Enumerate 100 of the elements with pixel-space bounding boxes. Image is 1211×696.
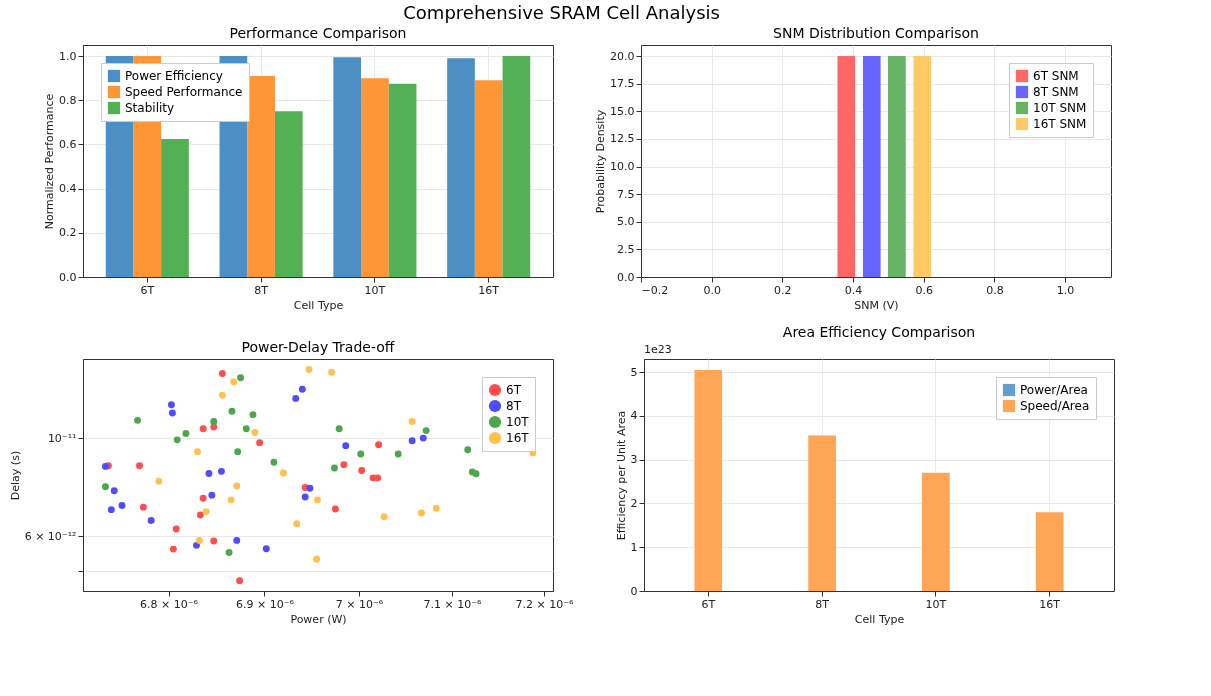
y-tick-label: 0.8 bbox=[59, 93, 77, 107]
y-tick-label: 1.0 bbox=[59, 49, 77, 63]
x-tick-label: 6T bbox=[701, 597, 716, 611]
point bbox=[208, 491, 216, 499]
point bbox=[242, 425, 250, 433]
point bbox=[195, 536, 203, 544]
legend-label: 6T SNM bbox=[1033, 69, 1079, 83]
bar bbox=[502, 56, 531, 277]
point bbox=[139, 503, 147, 511]
bar bbox=[361, 78, 389, 277]
y-tick-label: 12.5 bbox=[610, 132, 635, 146]
chart-title: SNM Distribution Comparison bbox=[773, 25, 979, 41]
y-tick-label: 0.0 bbox=[617, 270, 635, 284]
x-tick-label: 1.0 bbox=[1056, 283, 1075, 297]
point bbox=[331, 505, 339, 513]
y-tick-label: 4 bbox=[630, 409, 638, 423]
point bbox=[218, 391, 226, 399]
legend-label: 8T SNM bbox=[1033, 85, 1079, 99]
point bbox=[210, 418, 218, 426]
y-tick-label: 3 bbox=[630, 453, 638, 467]
bar bbox=[1035, 512, 1064, 591]
point bbox=[305, 365, 313, 373]
bar bbox=[161, 138, 189, 277]
x-tick-label: 7 × 10⁻⁶ bbox=[335, 597, 384, 611]
point bbox=[199, 425, 207, 433]
y-tick-label: 17.5 bbox=[610, 77, 635, 91]
x-tick-label: 0.2 bbox=[774, 283, 792, 297]
bar bbox=[922, 472, 950, 591]
point bbox=[313, 555, 321, 563]
point bbox=[182, 429, 190, 437]
point bbox=[422, 427, 430, 435]
x-axis-title: Cell Type bbox=[293, 298, 344, 312]
x-tick-label: 10T bbox=[925, 597, 947, 611]
y-tick-label: 0.0 bbox=[59, 270, 77, 284]
point bbox=[306, 484, 314, 492]
legend-label: 10T bbox=[506, 415, 530, 429]
point bbox=[408, 437, 416, 445]
point bbox=[375, 441, 383, 449]
bar bbox=[388, 83, 417, 277]
y-tick-label: 10.0 bbox=[610, 160, 635, 174]
y-tick-label: 7.5 bbox=[617, 187, 635, 201]
y-tick-label: 2 bbox=[630, 496, 638, 510]
point bbox=[330, 464, 338, 472]
x-tick-label: 8T bbox=[815, 597, 830, 611]
point bbox=[262, 545, 270, 553]
x-tick-label: 0.4 bbox=[844, 283, 863, 297]
point bbox=[107, 506, 115, 514]
point bbox=[196, 511, 204, 519]
point bbox=[279, 469, 287, 477]
point bbox=[167, 401, 175, 409]
legend-label: 6T bbox=[506, 383, 522, 397]
y-tick-label: 15.0 bbox=[610, 104, 635, 118]
point bbox=[210, 537, 218, 545]
point bbox=[155, 477, 163, 485]
text: 1e23 bbox=[644, 343, 672, 356]
y-axis-title: Probability Density bbox=[594, 109, 608, 214]
x-tick-label: 10T bbox=[364, 283, 386, 297]
y-tick-label: 0.6 bbox=[59, 137, 77, 151]
point bbox=[102, 483, 109, 491]
point bbox=[342, 442, 350, 450]
x-axis-title: SNM (V) bbox=[854, 298, 899, 312]
y-tick-label: 2.5 bbox=[617, 242, 635, 256]
y-tick-label: 0.2 bbox=[59, 226, 77, 240]
bar bbox=[274, 111, 303, 277]
point bbox=[417, 509, 425, 517]
point bbox=[256, 439, 264, 447]
y-axis-title: Efficiency per Unit Area bbox=[614, 410, 628, 541]
point bbox=[314, 496, 321, 504]
point bbox=[218, 370, 226, 377]
point bbox=[358, 467, 366, 474]
point bbox=[357, 450, 365, 458]
x-tick-label: 16T bbox=[478, 283, 500, 297]
point bbox=[172, 525, 180, 533]
point bbox=[233, 482, 241, 490]
legend-label: 16T bbox=[506, 431, 530, 445]
chart-title: Power-Delay Trade-off bbox=[241, 339, 395, 355]
legend-label: Power/Area bbox=[1020, 383, 1088, 397]
point bbox=[380, 513, 388, 521]
point bbox=[270, 458, 278, 466]
legend-label: 10T SNM bbox=[1033, 101, 1087, 115]
bar bbox=[474, 80, 503, 277]
point bbox=[118, 502, 126, 509]
point bbox=[173, 436, 181, 444]
point bbox=[217, 467, 225, 475]
bar bbox=[808, 435, 836, 591]
point bbox=[202, 508, 210, 516]
point bbox=[419, 434, 427, 442]
point bbox=[328, 368, 336, 376]
legend-label: Stability bbox=[125, 101, 175, 115]
legend-label: 8T bbox=[506, 399, 522, 413]
point bbox=[249, 411, 257, 419]
point bbox=[110, 487, 118, 495]
x-tick-label: 7.1 × 10⁻⁶ bbox=[423, 597, 483, 611]
x-tick-label: 0.6 bbox=[915, 283, 933, 297]
y-tick-label: 1 bbox=[630, 540, 638, 554]
y-tick-label: 5 bbox=[630, 365, 638, 379]
point bbox=[193, 541, 200, 549]
point bbox=[340, 461, 348, 469]
bar bbox=[447, 58, 475, 277]
x-axis-title: Power (W) bbox=[290, 612, 347, 626]
